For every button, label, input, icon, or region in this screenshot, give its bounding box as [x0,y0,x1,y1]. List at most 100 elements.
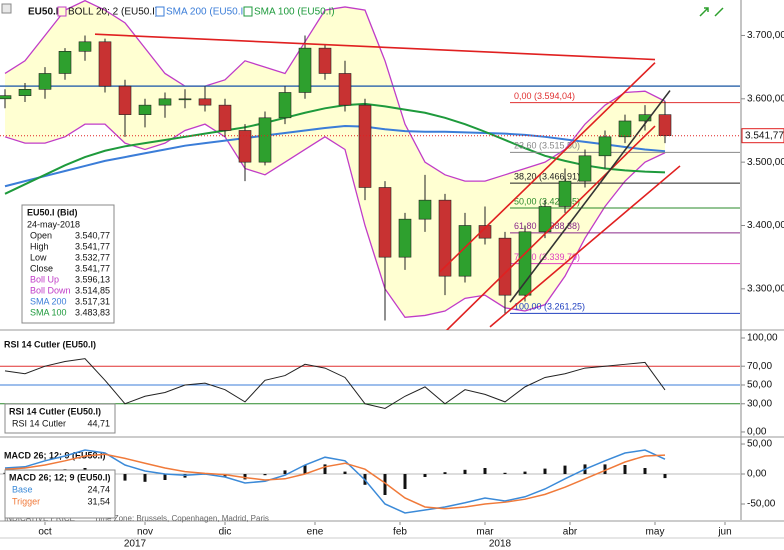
candle-body [378,187,392,258]
info-row-label: Low [30,252,47,262]
x-tick-label: mar [476,527,494,538]
plot-area [0,358,740,410]
info-row-label: Base [12,484,33,494]
candle-body [158,98,172,106]
histogram-bar [143,474,147,482]
time-zone: Time Zone: Brussels, Copenhagen, Madrid,… [94,514,269,523]
info-box [4,469,116,519]
info-date: 24-may-2018 [27,219,80,229]
candle-body [318,47,332,74]
info-row-value: 3.540,77 [75,230,110,240]
candle-body [478,225,492,239]
histogram-bar [343,471,347,475]
macd-line [4,449,666,514]
candle-body [578,155,592,182]
info-row-label: SMA 200 [30,296,67,306]
fib-label: 50,00 (3.427,65) [514,196,580,206]
x-tick-label: jun [717,527,731,538]
histogram-bar [663,474,667,479]
y-tick-label: 3.500,00 [747,157,784,168]
plot-area [0,449,740,514]
x-tick-label: nov [137,527,153,538]
info-row-value: 3.532,77 [75,252,110,262]
trendline [489,165,681,328]
trendline [509,90,671,303]
candle-body [338,73,352,106]
y-tick-label: 3.400,00 [747,220,784,231]
candle-body [38,73,52,90]
candle-body [78,41,92,52]
symbol-icon[interactable] [1,3,12,14]
panel-title: RSI 14 Cutler (EU50.I) [4,339,96,349]
y-tick-label: 3.700,00 [747,30,784,41]
plot-area: 0,00 (3.594,04) 23,60 (3.515,50) 38,20 (3.… [0,0,740,330]
candle-body [178,98,192,101]
candle-body [258,117,272,163]
histogram-bar [423,474,427,478]
fib-label: 23,60 (3.515,50) [514,141,580,151]
legend-label: SMA 100 (EU50.I) [254,7,335,18]
boll-lower [4,123,666,319]
info-box [21,204,115,324]
macd-line [4,453,666,510]
info-row-value: 44,71 [87,418,110,428]
histogram-bar [283,470,287,475]
x-tick-label: feb [393,527,407,538]
candle-body [198,98,212,106]
info-row-value: 3.514,85 [75,285,110,295]
histogram-bar [403,474,407,489]
sma-line [4,102,666,195]
histogram-bar [503,472,507,475]
candle-body [98,41,112,87]
histogram-bar [603,464,607,475]
info-title: RSI 14 Cutler (EU50.I) [9,406,101,416]
info-row-label: Boll Down [30,285,71,295]
trendline [94,33,656,61]
candle-body [638,114,652,122]
info-row-value: 3.596,13 [75,274,110,284]
trend-icon[interactable] [699,7,709,17]
histogram-bar [383,474,387,495]
candle-body [298,47,312,93]
y-tick-label: 70,00 [747,361,772,372]
candle-body [398,218,412,258]
candle-body [278,92,292,119]
price-type: INDICATIVE PRICE [4,514,75,523]
candle-body [118,85,132,115]
y-tick-label: 100,00 [747,333,778,344]
info-row-label: High [30,241,49,251]
legend-swatch [155,6,165,17]
histogram-bar [523,471,527,475]
candle-body [58,51,72,74]
candle-body [498,237,512,296]
candle-body [518,231,532,296]
x-tick-label: may [646,527,665,538]
y-tick-label: 3.300,00 [747,283,784,294]
info-row-label: RSI 14 Cutler [12,418,66,428]
x-tick-label: abr [563,527,578,538]
info-title: EU50.I (Bid) [27,207,78,217]
histogram-bar [483,468,487,475]
trendline [445,125,656,330]
y-tick-label: 3.600,00 [747,93,784,104]
y-tick-label: 50,00 [747,380,772,391]
rsi-line [4,358,666,410]
trendline [439,62,656,273]
legend-swatch [243,6,253,17]
year-label: 2018 [489,539,512,550]
info-row-value: 3.517,31 [75,296,110,306]
legend-swatch [57,6,67,17]
trend-icon[interactable] [714,7,724,17]
x-tick-label: dic [219,527,232,538]
info-row-label: Boll Up [30,274,59,284]
info-row-value: 3.483,83 [75,307,110,317]
candle-body [18,89,32,96]
histogram-bar [123,474,127,481]
histogram-bar [543,468,547,475]
candle-body [438,199,452,277]
candle-body [0,95,12,100]
legend-label: BOLL 20; 2 (EU50.I) [68,7,158,18]
info-box [4,403,116,434]
